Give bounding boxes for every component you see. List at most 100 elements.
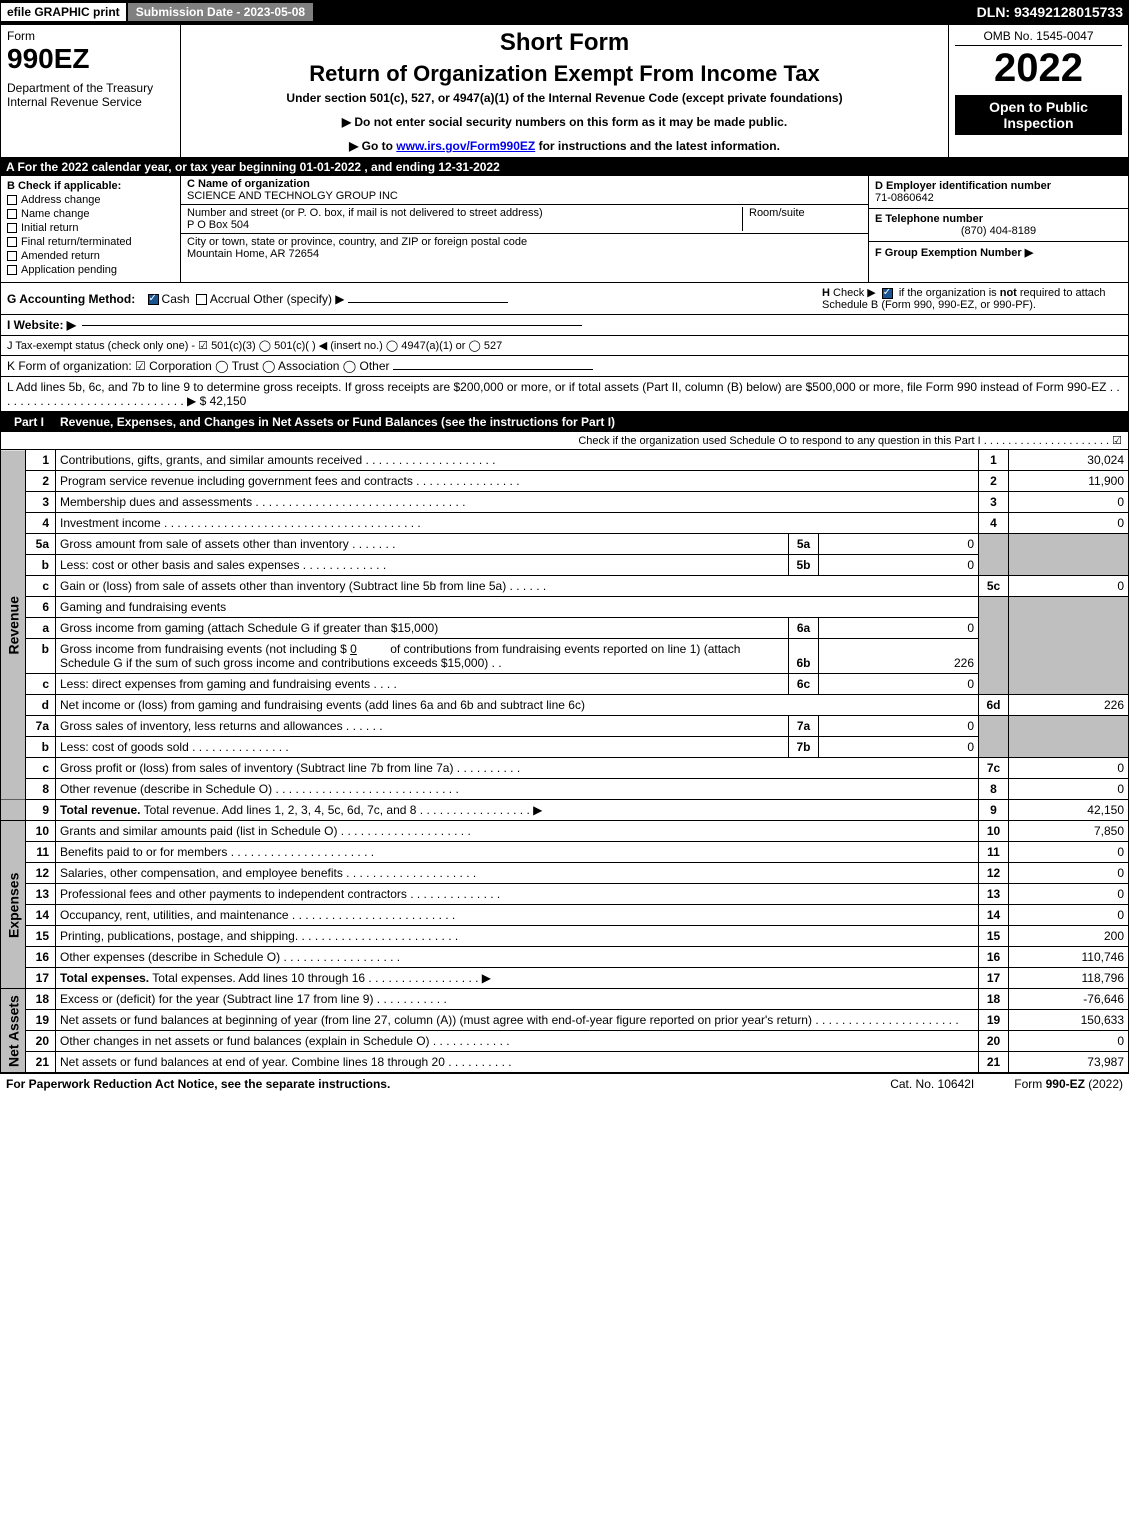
line-i: I Website: ▶: [0, 315, 1129, 336]
paperwork-notice: For Paperwork Reduction Act Notice, see …: [6, 1077, 390, 1091]
table-row: 2 Program service revenue including gove…: [1, 471, 1129, 492]
table-row: 17 Total expenses. Total expenses. Add l…: [1, 968, 1129, 989]
short-form-title: Short Form: [187, 29, 942, 57]
checkbox-icon[interactable]: [7, 265, 17, 275]
part-1-title: Revenue, Expenses, and Changes in Net As…: [60, 415, 1123, 429]
checkbox-icon[interactable]: [7, 237, 17, 247]
table-row: 20 Other changes in net assets or fund b…: [1, 1031, 1129, 1052]
checkbox-icon[interactable]: [7, 195, 17, 205]
city-label: City or town, state or province, country…: [187, 236, 527, 248]
check-address-change[interactable]: Address change: [7, 194, 174, 206]
box-c: C Name of organization SCIENCE AND TECHN…: [181, 176, 868, 282]
header-left: Form 990EZ Department of the Treasury In…: [1, 25, 181, 157]
table-row: b Less: cost or other basis and sales ex…: [1, 555, 1129, 576]
cat-no: Cat. No. 10642I: [890, 1077, 974, 1091]
l-text: L Add lines 5b, 6c, and 7b to line 9 to …: [7, 380, 1120, 408]
checkbox-h[interactable]: [882, 288, 893, 299]
table-row: 4 Investment income . . . . . . . . . . …: [1, 513, 1129, 534]
table-row: Revenue 1 Contributions, gifts, grants, …: [1, 450, 1129, 471]
box-b-title: B Check if applicable:: [7, 180, 174, 192]
department: Department of the Treasury Internal Reve…: [7, 81, 174, 109]
org-name: SCIENCE AND TECHNOLGY GROUP INC: [187, 190, 862, 202]
table-row: b Less: cost of goods sold . . . . . . .…: [1, 737, 1129, 758]
table-row: b Gross income from fundraising events (…: [1, 639, 1129, 674]
tax-year: 2022: [955, 46, 1122, 91]
open-inspection: Open to Public Inspection: [955, 95, 1122, 135]
table-row: Net Assets 18 Excess or (deficit) for th…: [1, 989, 1129, 1010]
header-center: Short Form Return of Organization Exempt…: [181, 25, 948, 157]
box-f: F Group Exemption Number ▶: [869, 242, 1128, 263]
box-d: D Employer identification number 71-0860…: [869, 176, 1128, 209]
check-amended-return[interactable]: Amended return: [7, 250, 174, 262]
line-k: K Form of organization: ☑ Corporation ◯ …: [0, 356, 1129, 377]
table-row: 6 Gaming and fundraising events: [1, 597, 1129, 618]
check-application-pending[interactable]: Application pending: [7, 264, 174, 276]
line-j: J Tax-exempt status (check only one) - ☑…: [0, 336, 1129, 356]
expenses-sidelabel: Expenses: [1, 821, 26, 989]
part-1-label: Part I: [6, 415, 52, 429]
part-1-table: Revenue 1 Contributions, gifts, grants, …: [0, 450, 1129, 1073]
checkbox-accrual[interactable]: [196, 294, 207, 305]
check-name-change[interactable]: Name change: [7, 208, 174, 220]
street-value: P O Box 504: [187, 219, 742, 231]
efile-label[interactable]: efile GRAPHIC print: [0, 2, 127, 22]
table-row: 15 Printing, publications, postage, and …: [1, 926, 1129, 947]
org-name-label: C Name of organization: [187, 178, 862, 190]
table-row: 12 Salaries, other compensation, and emp…: [1, 863, 1129, 884]
table-row: c Less: direct expenses from gaming and …: [1, 674, 1129, 695]
table-row: c Gain or (loss) from sale of assets oth…: [1, 576, 1129, 597]
other-specify-input[interactable]: [348, 302, 508, 303]
under-section: Under section 501(c), 527, or 4947(a)(1)…: [187, 91, 942, 105]
table-row: 13 Professional fees and other payments …: [1, 884, 1129, 905]
room-label: Room/suite: [749, 207, 862, 219]
return-title: Return of Organization Exempt From Incom…: [187, 61, 942, 87]
table-row: 21 Net assets or fund balances at end of…: [1, 1052, 1129, 1073]
section-a: A For the 2022 calendar year, or tax yea…: [0, 158, 1129, 176]
table-row: Expenses 10 Grants and similar amounts p…: [1, 821, 1129, 842]
checkbox-cash[interactable]: [148, 294, 159, 305]
page-footer: For Paperwork Reduction Act Notice, see …: [0, 1073, 1129, 1094]
street-label: Number and street (or P. O. box, if mail…: [187, 207, 742, 219]
checkbox-icon[interactable]: [7, 209, 17, 219]
table-row: 7a Gross sales of inventory, less return…: [1, 716, 1129, 737]
phone-value: (870) 404-8189: [875, 225, 1122, 237]
table-row: 19 Net assets or fund balances at beginn…: [1, 1010, 1129, 1031]
line-6b-desc: Gross income from fundraising events (no…: [56, 639, 789, 674]
ein-label: D Employer identification number: [875, 180, 1122, 192]
submission-date: Submission Date - 2023-05-08: [127, 2, 314, 22]
check-final-return[interactable]: Final return/terminated: [7, 236, 174, 248]
form-header: Form 990EZ Department of the Treasury In…: [0, 24, 1129, 158]
table-row: 9 Total revenue. Total revenue. Add line…: [1, 800, 1129, 821]
box-def: D Employer identification number 71-0860…: [868, 176, 1128, 282]
checkbox-icon[interactable]: [7, 251, 17, 261]
website-input[interactable]: [82, 325, 582, 326]
i-label: I Website: ▶: [7, 318, 76, 332]
checkbox-icon[interactable]: [7, 223, 17, 233]
city-value: Mountain Home, AR 72654: [187, 248, 527, 260]
part-1-sub: Check if the organization used Schedule …: [0, 432, 1129, 450]
info-block: B Check if applicable: Address change Na…: [0, 176, 1129, 283]
other-org-input[interactable]: [393, 369, 593, 370]
phone-label: E Telephone number: [875, 213, 1122, 225]
form-number: 990EZ: [7, 43, 174, 75]
table-row: 8 Other revenue (describe in Schedule O)…: [1, 779, 1129, 800]
j-text: J Tax-exempt status (check only one) - ☑…: [7, 339, 502, 352]
group-exemption-label: F Group Exemption Number ▶: [875, 247, 1033, 259]
irs-link[interactable]: www.irs.gov/Form990EZ: [396, 139, 535, 153]
part-1-header: Part I Revenue, Expenses, and Changes in…: [0, 412, 1129, 432]
table-row: c Gross profit or (loss) from sales of i…: [1, 758, 1129, 779]
dln: DLN: 93492128015733: [977, 4, 1129, 20]
box-b: B Check if applicable: Address change Na…: [1, 176, 181, 282]
form-word: Form: [7, 29, 174, 43]
header-right: OMB No. 1545-0047 2022 Open to Public In…: [948, 25, 1128, 157]
check-initial-return[interactable]: Initial return: [7, 222, 174, 234]
omb-number: OMB No. 1545-0047: [955, 29, 1122, 46]
line-h: H Check ▶ if the organization is not req…: [822, 286, 1122, 311]
table-row: 3 Membership dues and assessments . . . …: [1, 492, 1129, 513]
box-e: E Telephone number (870) 404-8189: [869, 209, 1128, 242]
street-row: Number and street (or P. O. box, if mail…: [181, 205, 868, 234]
table-row: 14 Occupancy, rent, utilities, and maint…: [1, 905, 1129, 926]
netassets-sidelabel: Net Assets: [1, 989, 26, 1073]
form-ref: Form 990-EZ (2022): [1014, 1077, 1123, 1091]
k-text: K Form of organization: ☑ Corporation ◯ …: [7, 359, 390, 373]
